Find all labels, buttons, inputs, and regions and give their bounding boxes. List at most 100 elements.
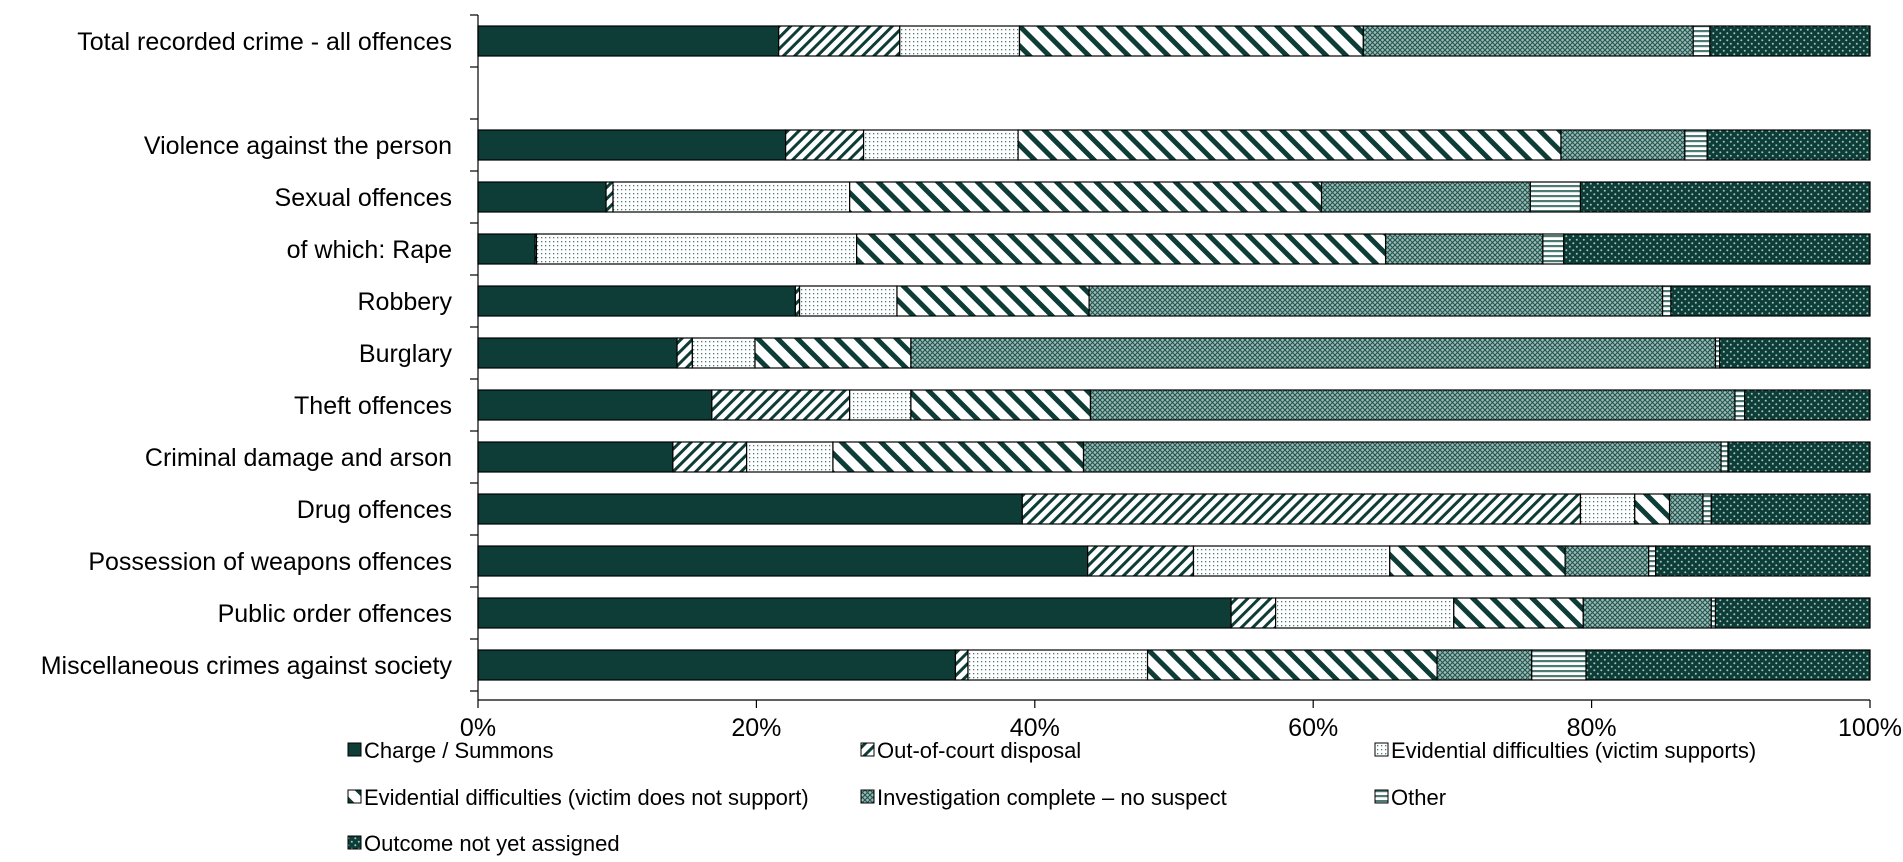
bar-segment-out-of-court-disposal-drug-offences — [1021, 493, 1582, 525]
bar-segment-evidential-difficulties-victim-does-not-support-public-order-offences — [1453, 597, 1584, 629]
bar-segment-evidential-difficulties-victim-does-not-support-theft-offences — [910, 389, 1092, 421]
bar-segment-other-of-which-rape — [1542, 233, 1565, 265]
x-tick-label: 80% — [1567, 714, 1617, 742]
bar-segment-evidential-difficulties-victim-supports-criminal-damage-and-arson — [746, 441, 834, 473]
bar-segment-investigation-complete-no-suspect-theft-offences — [1089, 389, 1736, 421]
bar-segment-evidential-difficulties-victim-supports-drug-offences — [1579, 493, 1636, 525]
legend-label-evidential-difficulties-victim-does-not-support: Evidential difficulties (victim does not… — [364, 785, 809, 810]
bar-segment-outcome-not-yet-assigned-theft-offences — [1744, 389, 1871, 421]
bar-segment-other-total-recorded-crime-all-offences — [1692, 25, 1711, 57]
bar-segment-charge-summons-burglary — [477, 337, 678, 369]
bar-segment-charge-summons-robbery — [477, 285, 796, 317]
bar-segment-evidential-difficulties-victim-does-not-support-miscellaneous-crimes-against-society — [1146, 649, 1438, 681]
bar-segment-evidential-difficulties-victim-supports-miscellaneous-crimes-against-society — [967, 649, 1149, 681]
bar-segment-evidential-difficulties-victim-supports-theft-offences — [849, 389, 912, 421]
bar-segment-evidential-difficulties-victim-does-not-support-sexual-offences — [849, 181, 1323, 213]
legend-label-out-of-court-disposal: Out-of-court disposal — [877, 738, 1081, 763]
bar-segment-investigation-complete-no-suspect-possession-of-weapons-offences — [1564, 545, 1650, 577]
category-label-public-order-offences: Public order offences — [218, 600, 452, 628]
bar-segment-charge-summons-public-order-offences — [477, 597, 1232, 629]
x-axis: 0% 20% 40% 60% 80% 100% — [460, 14, 1902, 742]
legend-label-outcome-not-yet-assigned: Outcome not yet assigned — [364, 831, 620, 856]
bar-segment-evidential-difficulties-victim-does-not-support-criminal-damage-and-arson — [832, 441, 1085, 473]
bar-segment-outcome-not-yet-assigned-possession-of-weapons-offences — [1655, 545, 1871, 577]
category-label-criminal-damage-and-arson: Criminal damage and arson — [145, 444, 452, 472]
bar-segment-other-public-order-offences — [1710, 597, 1717, 629]
category-label-theft-offences: Theft offences — [294, 392, 452, 420]
bar-segment-out-of-court-disposal-robbery — [794, 285, 801, 317]
bar-segment-charge-summons-miscellaneous-crimes-against-society — [477, 649, 957, 681]
bar-segment-investigation-complete-no-suspect-violence-against-the-person — [1560, 129, 1686, 161]
bar-segment-evidential-difficulties-victim-does-not-support-drug-offences — [1634, 493, 1671, 525]
x-tick-label: 20% — [731, 714, 781, 742]
bar-segment-out-of-court-disposal-criminal-damage-and-arson — [672, 441, 748, 473]
bar-segment-outcome-not-yet-assigned-sexual-offences — [1579, 181, 1871, 213]
legend-swatch-evidential-difficulties-victim-supports — [1374, 742, 1389, 757]
bar-segment-outcome-not-yet-assigned-of-which-rape — [1563, 233, 1871, 265]
bar-segment-charge-summons-of-which-rape — [477, 233, 536, 265]
bar-segment-evidential-difficulties-victim-does-not-support-violence-against-the-person — [1017, 129, 1562, 161]
bar-segment-other-drug-offences — [1702, 493, 1712, 525]
legend-swatch-charge-summons — [347, 742, 362, 757]
bar-segment-out-of-court-disposal-burglary — [676, 337, 693, 369]
bar-segment-charge-summons-criminal-damage-and-arson — [477, 441, 674, 473]
bar-segment-evidential-difficulties-victim-supports-burglary — [691, 337, 756, 369]
x-tick-label: 40% — [1010, 714, 1060, 742]
bar-segment-out-of-court-disposal-sexual-offences — [605, 181, 614, 213]
legend-label-evidential-difficulties-victim-supports: Evidential difficulties (victim supports… — [1391, 738, 1756, 763]
legend-label-other: Other — [1391, 785, 1446, 810]
bar-segment-evidential-difficulties-victim-supports-possession-of-weapons-offences — [1192, 545, 1391, 577]
x-tick-label: 100% — [1838, 714, 1902, 742]
category-label-possession-of-weapons-offences: Possession of weapons offences — [88, 548, 452, 576]
bar-segment-evidential-difficulties-victim-does-not-support-total-recorded-crime-all-offences — [1018, 25, 1364, 57]
category-label-sexual-offences: Sexual offences — [275, 184, 452, 212]
category-label-drug-offences: Drug offences — [297, 496, 452, 524]
bar-segment-out-of-court-disposal-violence-against-the-person — [785, 129, 865, 161]
bar-segment-investigation-complete-no-suspect-total-recorded-crime-all-offences — [1362, 25, 1694, 57]
bar-segment-charge-summons-total-recorded-crime-all-offences — [477, 25, 780, 57]
bar-segment-evidential-difficulties-victim-supports-of-which-rape — [535, 233, 858, 265]
bar-segment-out-of-court-disposal-total-recorded-crime-all-offences — [778, 25, 901, 57]
category-label-miscellaneous-crimes-against-society: Miscellaneous crimes against society — [41, 652, 453, 680]
bar-segment-evidential-difficulties-victim-does-not-support-possession-of-weapons-offences — [1389, 545, 1566, 577]
legend-label-charge-summons: Charge / Summons — [364, 738, 554, 763]
legend: Charge / Summons Out-of-court disposal Evi… — [347, 738, 1756, 856]
bar-segment-investigation-complete-no-suspect-burglary — [910, 337, 1717, 369]
bar-segment-charge-summons-possession-of-weapons-offences — [477, 545, 1089, 577]
category-label-violence-against-the-person: Violence against the person — [144, 132, 452, 160]
bar-segment-investigation-complete-no-suspect-public-order-offences — [1582, 597, 1712, 629]
bar-segment-charge-summons-theft-offences — [477, 389, 713, 421]
bar-segment-outcome-not-yet-assigned-robbery — [1670, 285, 1871, 317]
bar-segment-investigation-complete-no-suspect-drug-offences — [1668, 493, 1704, 525]
bar-segment-out-of-court-disposal-miscellaneous-crimes-against-society — [954, 649, 969, 681]
bar-segment-evidential-difficulties-victim-supports-public-order-offences — [1275, 597, 1455, 629]
bar-segment-other-sexual-offences — [1529, 181, 1582, 213]
legend-swatch-other — [1374, 789, 1389, 804]
bars-layer — [477, 25, 1871, 681]
bar-segment-outcome-not-yet-assigned-public-order-offences — [1714, 597, 1871, 629]
bar-segment-charge-summons-drug-offences — [477, 493, 1023, 525]
bar-segment-other-violence-against-the-person — [1684, 129, 1708, 161]
bar-segment-evidential-difficulties-victim-supports-sexual-offences — [612, 181, 851, 213]
bar-segment-other-possession-of-weapons-offences — [1648, 545, 1657, 577]
bar-segment-out-of-court-disposal-public-order-offences — [1230, 597, 1277, 629]
bar-segment-charge-summons-sexual-offences — [477, 181, 607, 213]
bar-segment-outcome-not-yet-assigned-miscellaneous-crimes-against-society — [1585, 649, 1871, 681]
bar-segment-evidential-difficulties-victim-does-not-support-burglary — [754, 337, 912, 369]
bar-segment-investigation-complete-no-suspect-criminal-damage-and-arson — [1082, 441, 1722, 473]
bar-segment-evidential-difficulties-victim-supports-violence-against-the-person — [862, 129, 1019, 161]
category-label-total-recorded-crime-all-offences: Total recorded crime - all offences — [77, 28, 452, 56]
bar-segment-outcome-not-yet-assigned-criminal-damage-and-arson — [1727, 441, 1871, 473]
bar-segment-other-miscellaneous-crimes-against-society — [1531, 649, 1587, 681]
bar-segment-evidential-difficulties-victim-does-not-support-robbery — [896, 285, 1090, 317]
legend-swatch-outcome-not-yet-assigned — [347, 835, 362, 850]
bar-segment-other-criminal-damage-and-arson — [1720, 441, 1729, 473]
legend-swatch-out-of-court-disposal — [860, 742, 875, 757]
bar-segment-outcome-not-yet-assigned-drug-offences — [1710, 493, 1871, 525]
bar-segment-investigation-complete-no-suspect-miscellaneous-crimes-against-society — [1436, 649, 1533, 681]
bar-segment-evidential-difficulties-victim-does-not-support-of-which-rape — [856, 233, 1387, 265]
bar-segment-outcome-not-yet-assigned-violence-against-the-person — [1706, 129, 1871, 161]
bar-segment-charge-summons-violence-against-the-person — [477, 129, 787, 161]
bar-segment-investigation-complete-no-suspect-robbery — [1088, 285, 1664, 317]
